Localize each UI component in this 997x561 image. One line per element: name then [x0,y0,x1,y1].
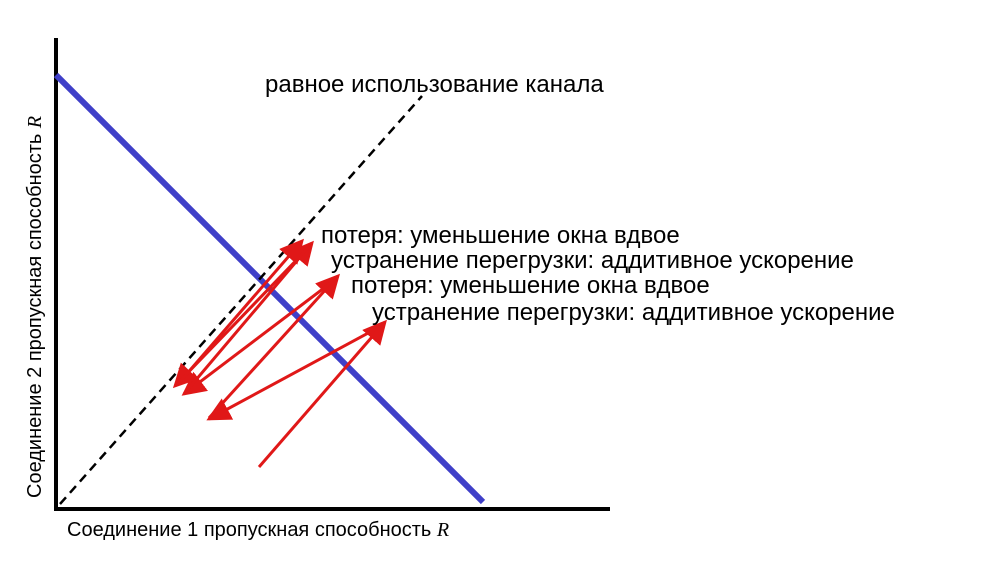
y-axis-label-text: Соединение 2 пропускная способность [24,134,46,498]
equal-share-label: равное использование канала [265,71,604,98]
y-axis-symbol: R [24,116,46,129]
y-axis-label: Соединение 2 пропускная способность R [24,116,46,498]
trajectory-arrow [181,277,337,396]
annotation-loss-1: потеря: уменьшение окна вдвое [321,222,680,249]
x-axis-label-text: Соединение 1 пропускная способность [67,519,431,541]
equal-share-line [59,95,423,505]
trajectory-arrow [206,323,384,421]
annotation-congestion-avoidance-1: устранение перегрузки: аддитивное ускоре… [331,247,854,274]
annotation-loss-2: потеря: уменьшение окна вдвое [351,272,710,299]
trajectory-arrows [172,238,387,468]
annotation-congestion-avoidance-2: устранение перегрузки: аддитивное ускоре… [372,299,895,326]
trajectory-arrow [257,319,387,468]
x-axis-label: Соединение 1 пропускная способность R [67,519,449,541]
trajectory-arrow [176,238,304,385]
trajectory-arrow [207,273,341,420]
x-axis-symbol: R [436,519,449,541]
